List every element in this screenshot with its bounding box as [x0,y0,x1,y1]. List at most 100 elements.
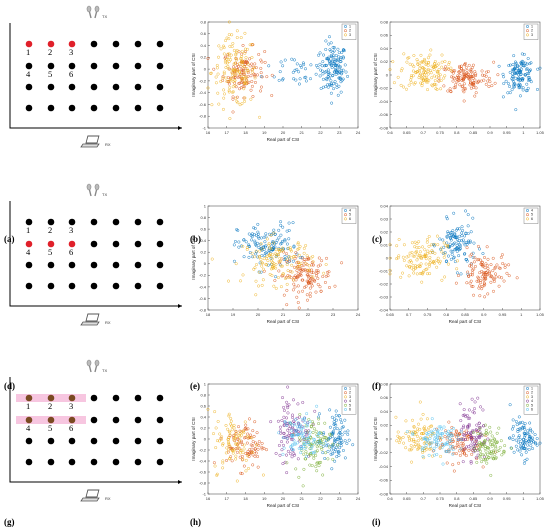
data-point [346,74,350,78]
data-point [253,76,257,80]
data-point [251,68,255,71]
location-dot [47,240,55,248]
data-point [407,83,411,87]
data-point [325,83,329,87]
data-point [400,67,404,71]
data-point [517,82,521,86]
data-point [265,263,269,267]
y-tick-label: -0.06 [379,112,389,117]
data-point [502,279,506,283]
legend-entry: 2 [531,29,533,33]
data-point [285,263,289,267]
data-point [308,447,312,451]
data-point [289,248,293,252]
data-point [223,92,226,96]
data-point [224,61,228,65]
data-point [488,442,492,446]
x-tick-label: 17 [225,496,230,501]
data-point [404,419,408,423]
data-point [227,20,231,24]
data-point [227,443,231,447]
x-tick-label: 0.85 [469,130,478,135]
data-point [285,453,288,457]
data-point [227,412,231,416]
data-point [235,99,239,103]
data-point [329,448,333,452]
data-point [255,263,258,267]
data-point [479,432,483,436]
data-point [428,447,432,451]
data-point [221,76,225,80]
data-point [212,461,216,465]
data-point [527,432,531,436]
data-point [292,244,296,248]
data-point [416,60,420,64]
data-point [435,265,439,269]
data-point [281,64,285,68]
data-point [316,282,320,286]
data-point [500,253,504,257]
legend-marker [344,408,347,411]
data-point [483,256,486,259]
data-point [480,260,484,264]
data-point [317,439,321,443]
data-point [341,448,345,452]
legend-entry: 3 [531,33,533,37]
data-point [415,272,419,276]
data-point [515,423,519,427]
data-point [484,428,488,432]
location-dot [156,62,164,70]
data-point [442,76,446,80]
data-point [270,248,274,252]
data-point [223,59,227,63]
data-point [265,448,269,452]
data-point [277,431,281,435]
data-point [254,249,258,253]
laptop-keyboard [80,497,100,502]
data-point [264,251,268,255]
data-point [522,425,526,429]
location-dot [25,282,33,290]
data-point [410,460,414,464]
data-point [259,66,263,70]
data-point [475,258,479,262]
data-point [333,427,336,430]
location-dot [90,437,98,445]
data-point [426,88,430,92]
data-point [454,247,458,251]
data-point [473,400,477,404]
x-tick-label: 0.9 [487,496,493,501]
location-dot [68,394,76,402]
data-point [241,244,245,248]
data-point [243,31,247,35]
x-axis-label: Real part of CSI [449,503,482,508]
rx-label: RX [105,142,111,147]
data-point [244,469,248,473]
data-point [485,245,489,249]
data-point [497,284,501,288]
y-tick-label: 0.02 [380,59,389,64]
data-point [484,82,488,86]
data-point [323,70,327,74]
data-point [288,246,292,250]
data-point [471,430,475,434]
data-point [507,263,511,267]
data-point [489,430,493,434]
data-point [425,78,429,82]
rx-label: RX [105,496,111,501]
data-point [232,65,235,69]
data-point [222,72,226,76]
location-dot [134,218,142,226]
panel-label: (c) [372,234,382,244]
data-point [438,438,442,442]
data-point [264,235,268,239]
data-point [214,75,218,79]
data-point [503,265,507,269]
data-point [236,438,240,442]
y-tick-label: -0.4 [199,458,207,463]
data-point [419,76,423,80]
data-point [328,48,332,52]
data-point [467,448,471,452]
data-point [332,82,335,86]
data-point [305,293,309,297]
